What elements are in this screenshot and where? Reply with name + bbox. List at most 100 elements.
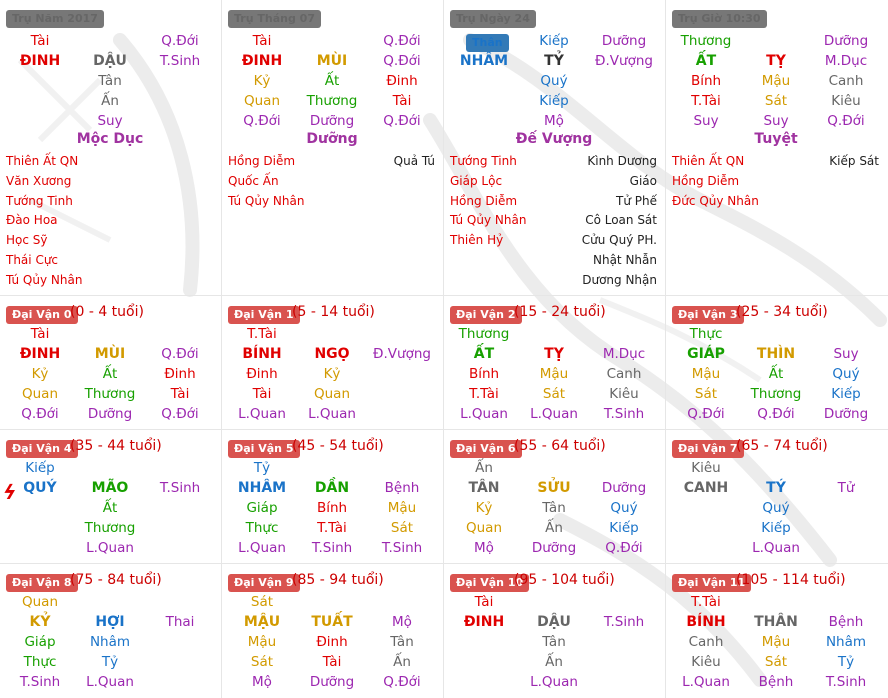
dai-van-label: Đại Vận 7 [672,440,744,458]
ten-god-label [75,324,145,344]
pillar-label: Trụ Giờ 10:30 [672,10,767,28]
cell-row: KỶ HỢI Thai [0,612,220,632]
ten-god-label: Tân [98,73,122,89]
ten-god-label [75,592,145,612]
ten-god-label: Ất [324,73,340,89]
ten-god-label [449,31,519,51]
dai-van-label: Đại Vận 11 [672,574,752,592]
cell-row: Sát Tài Ấn [222,652,442,672]
ten-god-label: Ấn [545,654,563,670]
ten-god-label: L.Quan [530,674,578,690]
ten-god-label: Suy [763,113,789,129]
day-master-badge: Thân [466,34,509,52]
ten-god-label: Quý [610,500,638,516]
ten-god-label: Q.Đới [827,113,865,129]
ten-god-label: Quan [243,93,280,109]
cell-row: Kỷ Ất Đinh [222,71,442,91]
ten-god-label: Kỷ [253,73,271,89]
ten-god-label: Tử [837,480,855,496]
cell-row: Ất [0,498,220,518]
cell-row: Mậu Đinh Tân [222,632,442,652]
star-right: Dương Nhận [582,272,657,287]
dai-van-cell[interactable]: Đại Vận 1 (5 - 14 tuổi) T.Tài BÍNH NGỌ Đ.Vượn… [222,296,443,430]
earthly-branch: DẬU [93,53,127,69]
ten-god-label: Thực [689,326,723,342]
dai-van-cell[interactable]: Đại Vận 6 (55 - 64 tuổi) Ấn TÂN SỬU Dưỡng Kỷ Tâ… [444,430,665,564]
cell-row: T.Tài Sát Kiêu [666,91,886,111]
cell-row: L.Quan L.Quan [222,404,442,424]
cell-row: TÂN SỬU Dưỡng [444,478,664,498]
dai-van-age-range: (25 - 34 tuổi) [736,304,828,320]
cell-row: Q.Đới Dưỡng Q.Đới [0,404,220,424]
dai-van-cell[interactable]: Đại Vận 8 (75 - 84 tuổi) Quan KỶ HỢI Thai Giáp… [0,564,221,698]
dai-van-cell[interactable]: Đại Vận 0 (0 - 4 tuổi) Tài ĐINH MÙI Q.Đới Kỷ Ất… [0,296,221,430]
cell-row: Q.Đới Q.Đới Dưỡng [666,404,886,424]
ten-god-label: Bệnh [384,480,420,496]
ten-god-label: Q.Đới [383,53,421,69]
ten-god-label: T.Sinh [381,540,423,556]
ten-god-label: Bính [690,73,722,89]
star-left: Tướng Tinh [6,193,73,208]
ten-god-label: Q.Đới [605,540,643,556]
cell-row: Tài [0,324,220,344]
ten-god-label: Kiếp [831,386,861,402]
cell-row: ĐINH DẬU T.Sinh [444,612,664,632]
dai-van-label: Đại Vận 9 [228,574,300,592]
star-left: Thiên Ất QN [672,154,745,168]
dai-van-cell[interactable]: Đại Vận 4 (35 - 44 tuổi) ϟ Kiếp QUÝ MÃO T.Sinh… [0,430,221,564]
earthly-branch: THÌN [756,346,796,362]
dai-van-cell[interactable]: Đại Vận 3 (25 - 34 tuổi) Thực GIÁP THÌN Suy Mậ… [666,296,887,430]
earthly-branch: THÂN [754,614,798,630]
ten-god-label: L.Quan [86,674,134,690]
heavenly-stem: ẤT [695,53,717,69]
cell-row: T.Tài Sát Kiêu [444,384,664,404]
dai-van-label: Đại Vận 5 [228,440,300,458]
ten-god-label: Q.Đới [161,33,199,49]
dai-van-cell[interactable]: Đại Vận 7 (65 - 74 tuổi) Kiêu CANH TÝ Tử Quý Ki… [666,430,887,564]
ten-god-label: Bính [468,366,500,382]
dai-van-cell[interactable]: Đại Vận 2 (15 - 24 tuổi) Thương ẤT TỴ M.Dục Bí… [444,296,665,430]
ten-god-label: Kiếp [25,460,55,476]
cell-row: Quan Thương Tài [222,91,442,111]
ten-god-label: Tỷ [101,654,119,670]
star-right: Kiếp Sát [829,154,879,168]
cell-row: L.Quan L.Quan T.Sinh [444,404,664,424]
cell-row: Thực T.Tài Sát [222,518,442,538]
cell-row: BÍNH NGỌ Đ.Vượng [222,344,442,364]
dai-van-cell[interactable]: Đại Vận 9 (85 - 94 tuổi) Sát MẬU TUẤT Mộ Mậu Đi… [222,564,443,698]
ten-god-label [449,632,519,652]
ten-god-label: Kiếp [609,520,639,536]
dai-van-cell[interactable]: Đại Vận 5 (45 - 54 tuổi) Tỷ NHÂM DẦN Bệnh Giáp… [222,430,443,564]
heavenly-stem: ĐINH [19,346,61,362]
grid-divider [665,0,666,698]
ten-god-label [589,111,659,131]
ten-god-label: Mộ [392,614,412,630]
ten-god-label: Bính [316,500,348,516]
ten-god-label [145,632,215,652]
cell-row: L.Quan [444,672,664,692]
earthly-branch: MÙI [94,346,126,362]
cell-row: Kiêu Sát Tỷ [666,652,886,672]
ten-god-label: Kiếp [761,520,791,536]
ten-god-label: L.Quan [752,540,800,556]
star-left: Tướng Tinh [450,154,517,168]
ten-god-label [589,91,659,111]
cell-row: NHÂM TỶ Đ.Vượng [444,51,664,71]
cell-row: MẬU TUẤT Mộ [222,612,442,632]
cell-row: Tài Quan [222,384,442,404]
heavenly-stem: ĐINH [463,614,505,630]
cell-row: ĐINH DẬU T.Sinh [0,51,220,71]
dai-van-age-range: (95 - 104 tuổi) [514,572,615,588]
ten-god-label: Kiêu [691,460,721,476]
ten-god-label: Mậu [761,73,791,89]
ten-god-label [811,324,881,344]
earthly-branch: TÝ [766,480,786,496]
dai-van-cell[interactable]: Đại Vận 10 (95 - 104 tuổi) Tài ĐINH DẬU T.Sin… [444,564,665,698]
dai-van-cell[interactable]: Đại Vận 11 (105 - 114 tuổi) T.Tài BÍNH THÂN B… [666,564,887,698]
cell-row: Mộ Dưỡng Q.Đới [444,538,664,558]
ten-god-label: Q.Đới [161,406,199,422]
ten-god-label: L.Quan [238,406,286,422]
star-left: Thiên Ất QN [6,154,79,168]
dai-van-label: Đại Vận 1 [228,306,300,324]
